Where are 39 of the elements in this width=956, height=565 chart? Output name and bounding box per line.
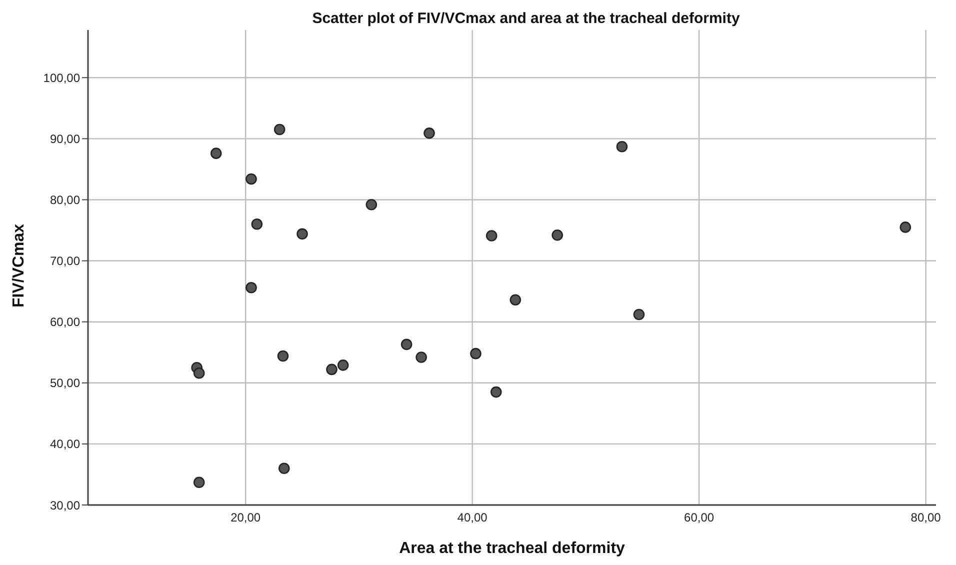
point	[510, 294, 522, 306]
chart-title: Scatter plot of FIV/VCmax and area at the tracheal deformity	[311, 10, 741, 27]
x-tick-label: 80,00	[910, 510, 942, 525]
point	[366, 198, 378, 210]
y-tick-label: 40,00	[50, 437, 80, 452]
point	[337, 360, 349, 371]
point	[246, 282, 257, 294]
y-tick-label: 80,00	[50, 192, 80, 207]
y-tick-label: 100,00	[43, 70, 80, 85]
y-tick-label: 50,00	[50, 376, 80, 390]
x-tick-label: 20,00	[230, 510, 261, 525]
point	[486, 230, 498, 242]
y-tick-label: 30,00	[50, 498, 80, 512]
point	[277, 350, 289, 362]
y-axis-title: FIV/VCmax	[10, 224, 28, 308]
y-tick-label: 90,00	[50, 132, 80, 146]
point	[296, 228, 308, 240]
point	[251, 218, 263, 230]
point	[416, 352, 427, 363]
point	[326, 364, 338, 376]
point	[552, 229, 563, 241]
point	[400, 338, 412, 350]
point	[246, 173, 257, 185]
point	[490, 386, 502, 398]
point	[424, 128, 435, 139]
point	[470, 348, 482, 360]
point	[193, 476, 205, 488]
y-tick-label: 70,00	[50, 254, 80, 268]
point	[193, 367, 205, 379]
x-tick-label: 40,00	[457, 510, 488, 525]
point	[633, 308, 645, 320]
y-tick-label: 60,00	[50, 315, 80, 330]
point	[616, 140, 628, 152]
point	[900, 222, 912, 233]
point	[274, 124, 286, 136]
x-axis-title: Area at the tracheal deformity	[399, 540, 626, 557]
point	[278, 462, 290, 474]
x-tick-label: 60,00	[684, 510, 714, 525]
point	[210, 148, 222, 159]
